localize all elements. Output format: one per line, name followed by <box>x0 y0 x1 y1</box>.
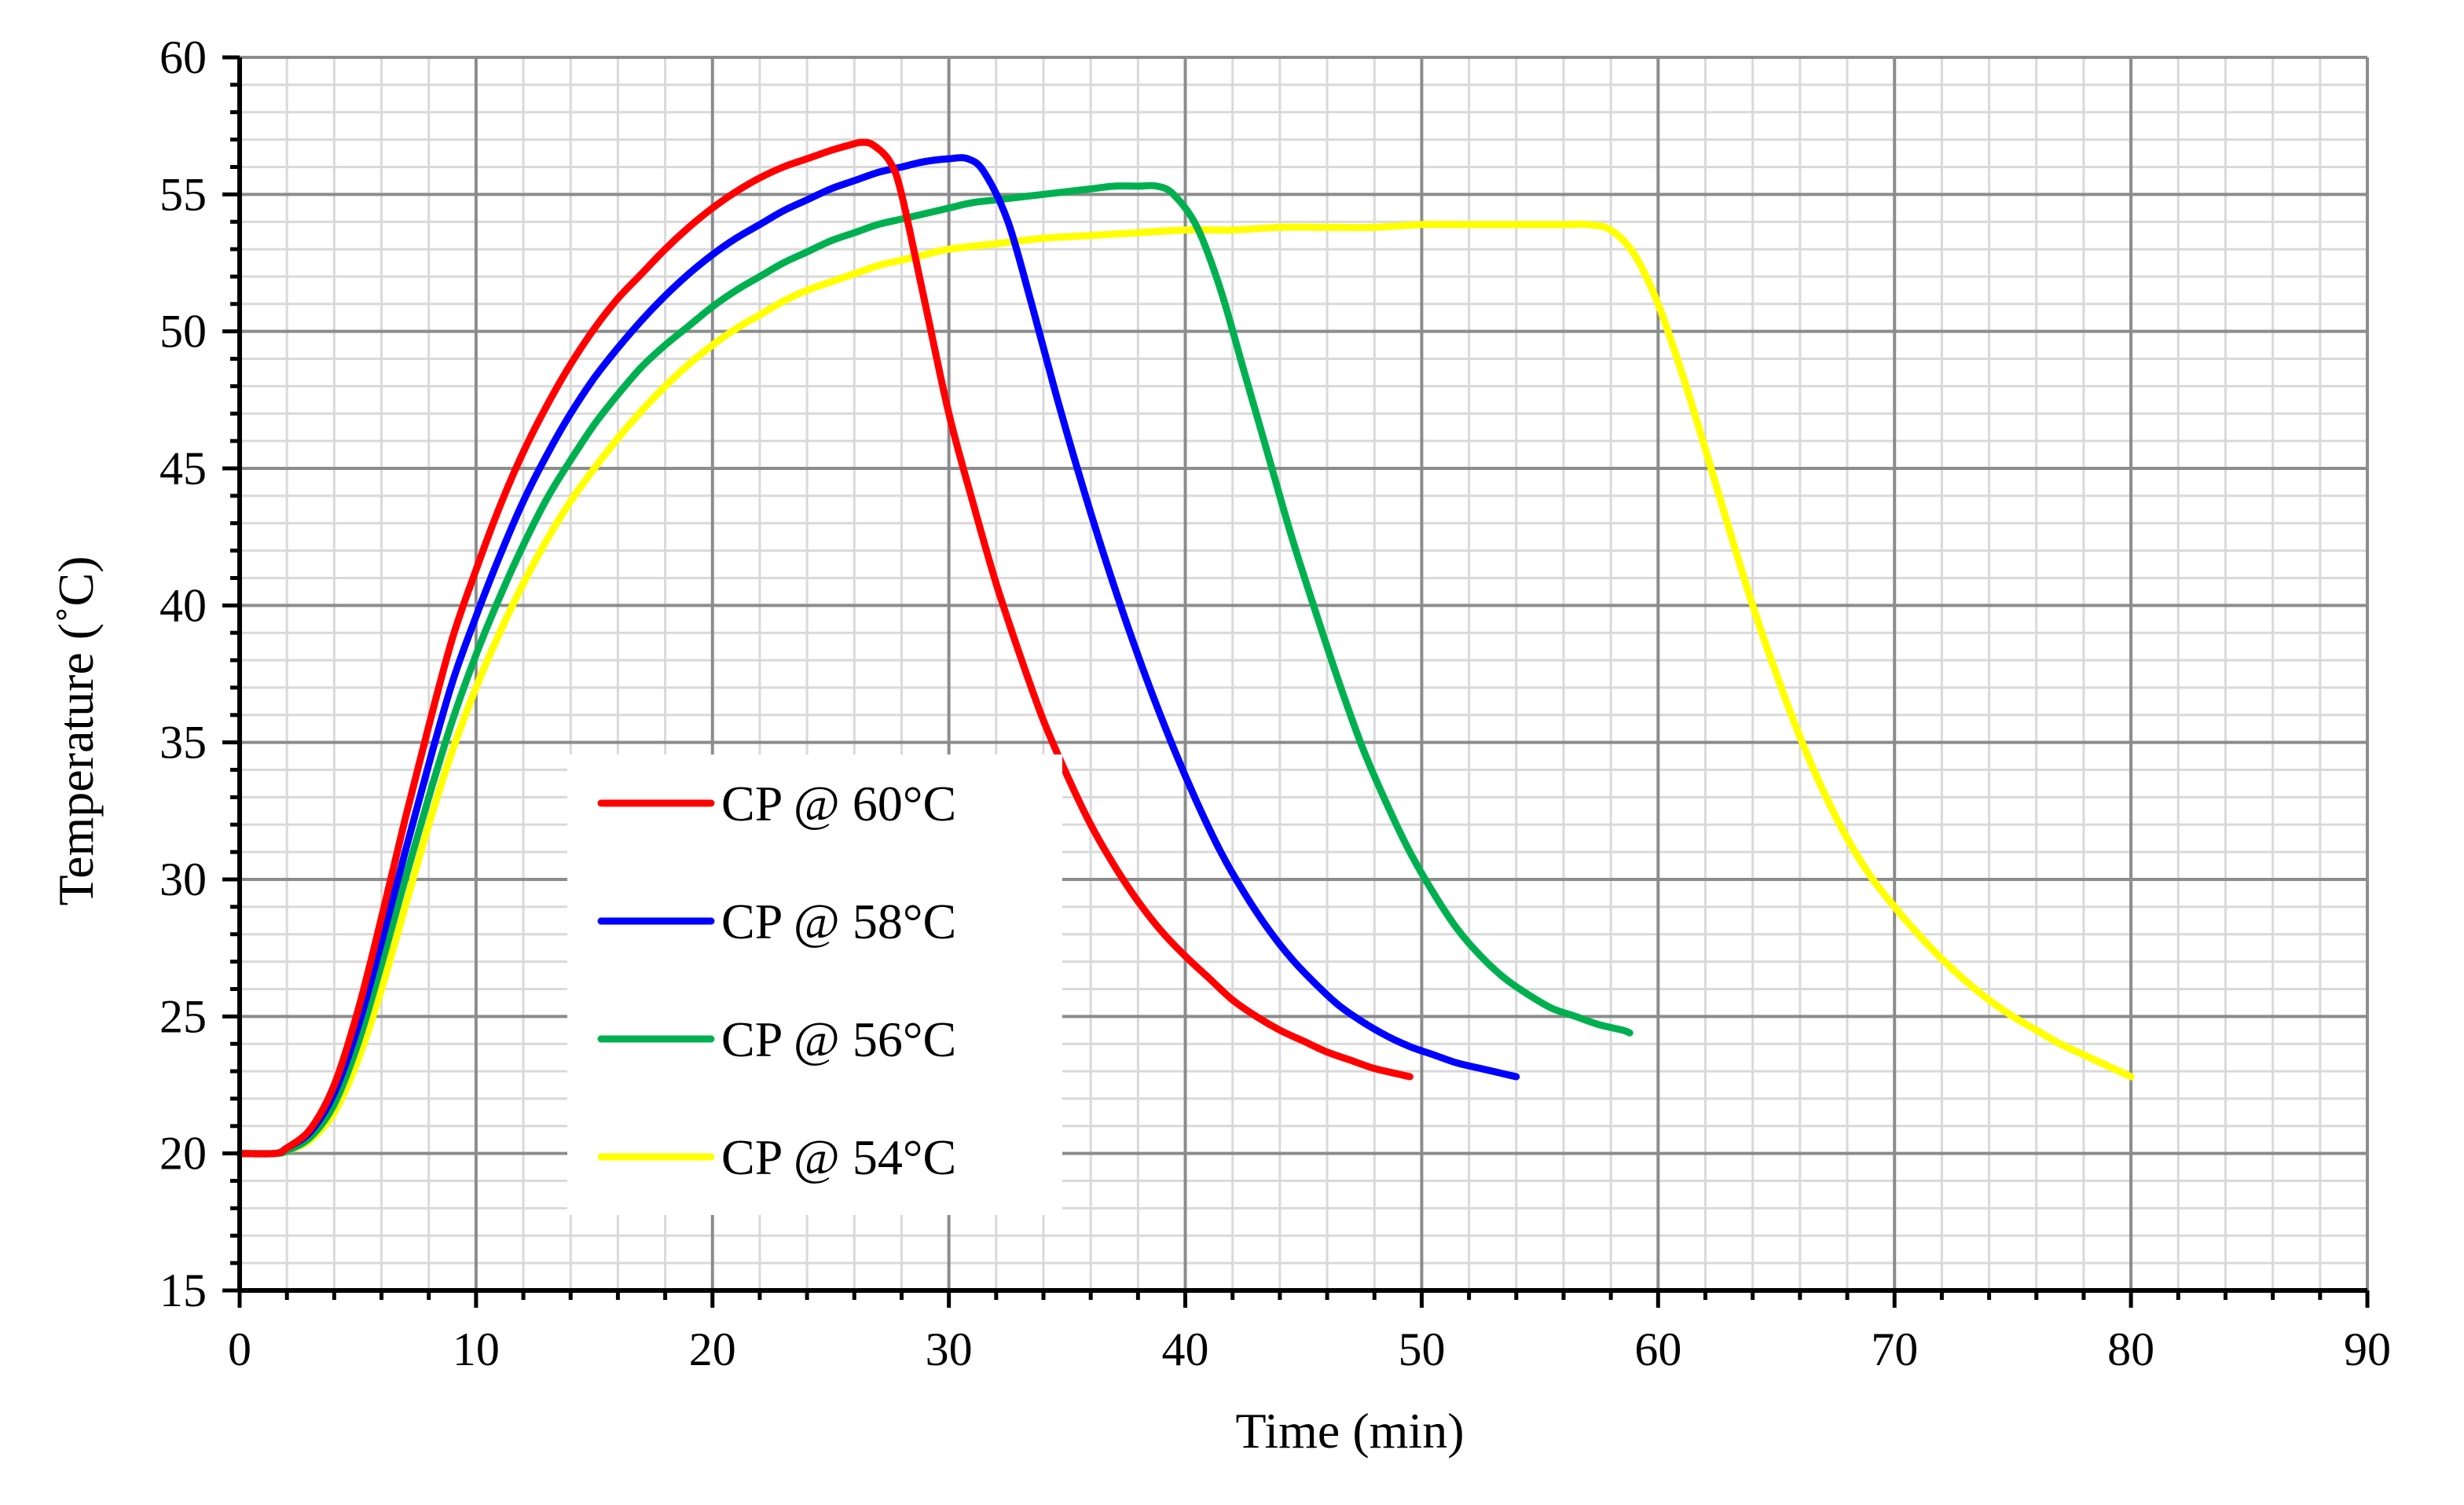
series-line-cp-56 <box>236 182 1634 1158</box>
legend-label-cp-54: CP @ 54°C <box>721 1129 956 1185</box>
y-tick-label: 55 <box>160 168 207 220</box>
y-tick-label: 15 <box>160 1265 207 1316</box>
series-line-cp-54 <box>236 220 2135 1158</box>
x-tick-label: 80 <box>2107 1323 2154 1375</box>
y-axis-title: Temperature (˚C) <box>48 556 104 905</box>
x-tick-label: 70 <box>1871 1323 1918 1375</box>
x-tick-label: 50 <box>1398 1323 1445 1375</box>
legend-box <box>567 754 1062 1215</box>
legend: CP @ 60°C CP @ 58°C CP @ 56°C CP @ 54°C <box>567 754 1062 1215</box>
axis-ticks <box>222 55 2370 1308</box>
y-tick-label: 40 <box>160 579 207 631</box>
series-line-cp-60 <box>236 138 1414 1158</box>
x-tick-label: 0 <box>228 1323 251 1375</box>
minor-gridlines <box>240 57 2367 1290</box>
legend-label-cp-60: CP @ 60°C <box>721 776 956 831</box>
x-tick-label: 90 <box>2344 1323 2391 1375</box>
legend-label-cp-56: CP @ 56°C <box>721 1011 956 1067</box>
x-tick-label: 10 <box>453 1323 500 1375</box>
legend-label-cp-58: CP @ 58°C <box>721 894 956 949</box>
x-tick-label: 30 <box>926 1323 973 1375</box>
x-tick-label: 40 <box>1162 1323 1209 1375</box>
axes <box>237 57 2367 1293</box>
y-tick-label: 30 <box>160 853 207 905</box>
series-lines <box>236 138 2135 1158</box>
tick-labels: 0 10 20 30 40 50 60 70 80 90 15 20 25 30 35 40 45 50 55 60 <box>160 31 2391 1375</box>
y-tick-label: 60 <box>160 31 207 83</box>
y-tick-label: 25 <box>160 990 207 1042</box>
y-tick-label: 45 <box>160 442 207 494</box>
x-tick-label: 20 <box>689 1323 736 1375</box>
y-tick-label: 20 <box>160 1128 207 1180</box>
x-axis-title: Time (min) <box>1236 1403 1465 1459</box>
x-tick-label: 60 <box>1634 1323 1681 1375</box>
y-tick-label: 35 <box>160 717 207 769</box>
y-tick-label: 50 <box>160 306 207 358</box>
